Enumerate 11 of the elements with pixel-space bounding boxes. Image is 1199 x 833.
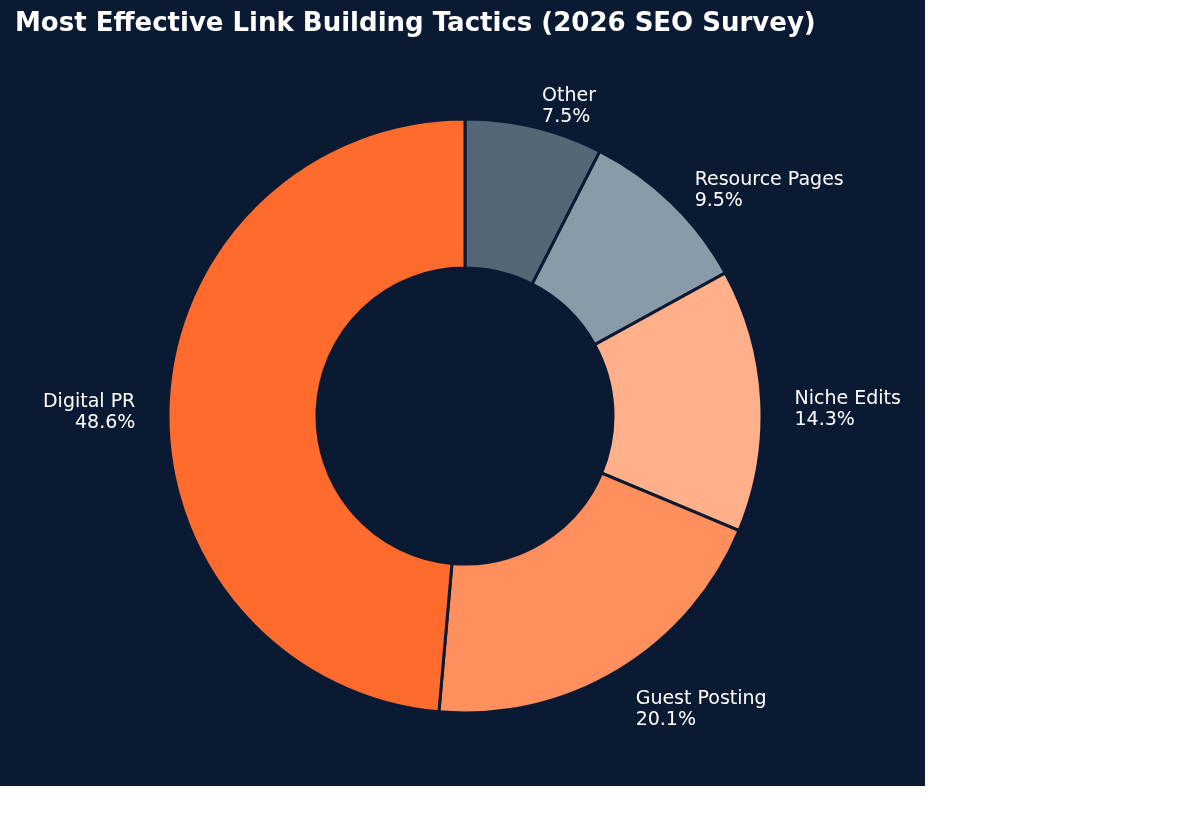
data-label: 20.1%	[635, 707, 697, 730]
slice-label: Guest Posting	[635, 686, 767, 709]
slice-label: Other	[542, 83, 597, 106]
data-label: 48.6%	[74, 410, 136, 433]
slice-label: Digital PR	[42, 389, 136, 412]
slice-label: Resource Pages	[694, 167, 844, 190]
chart-title: Most Effective Link Building Tactics (2026 SEO Survey)	[15, 7, 816, 37]
data-label: 9.5%	[694, 188, 743, 211]
data-label: 14.3%	[794, 407, 855, 430]
data-label: 7.5%	[542, 104, 591, 127]
slice-label: Niche Edits	[794, 386, 901, 409]
